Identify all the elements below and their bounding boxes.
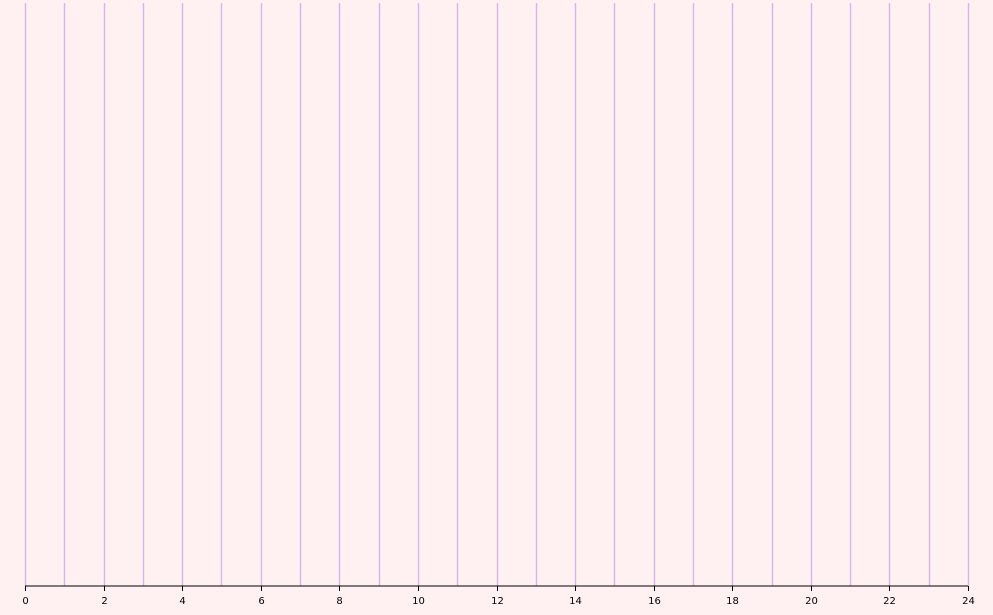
x-tick-label-10: 10 [412,596,425,607]
x-tick-label-8: 8 [336,596,342,607]
gridlines [24,3,970,586]
x-tick-label-18: 18 [726,596,739,607]
x-tick-label-0: 0 [22,596,28,607]
x-axis-tick-labels: 0 2 4 6 8 10 12 14 16 18 20 22 24 [22,596,975,607]
x-tick-label-4: 4 [179,596,185,607]
x-tick-label-12: 12 [491,596,504,607]
x-tick-label-16: 16 [648,596,661,607]
x-tick-label-14: 14 [569,596,582,607]
x-tick-label-2: 2 [101,596,107,607]
x-tick-label-24: 24 [962,596,975,607]
x-tick-label-22: 22 [883,596,896,607]
x-tick-label-20: 20 [805,596,818,607]
x-axis-ticks [25,586,969,591]
x-tick-label-6: 6 [258,596,264,607]
